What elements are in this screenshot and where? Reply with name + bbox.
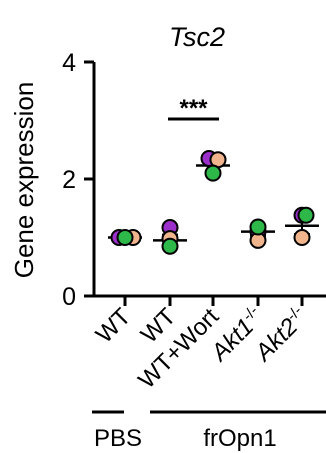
data-point xyxy=(293,229,311,246)
significance-annotations: *** xyxy=(168,95,219,122)
data-point xyxy=(249,218,267,236)
data-point xyxy=(204,164,222,182)
significance-label: *** xyxy=(179,95,208,122)
x-tick-label: WT xyxy=(91,303,137,349)
y-tick-label: 4 xyxy=(62,49,76,77)
group-label: PBS xyxy=(94,425,142,452)
data-point xyxy=(161,237,179,255)
y-tick-label: 0 xyxy=(62,283,76,311)
y-tick-label: 2 xyxy=(62,166,76,194)
data-point xyxy=(297,206,315,224)
data-points xyxy=(110,150,315,255)
group-brackets: PBS frOpn1 xyxy=(92,410,326,452)
chart-title: Tsc2 xyxy=(169,22,225,52)
data-point xyxy=(116,229,134,246)
group-label: frOpn1 xyxy=(203,425,276,452)
y-axis-label: Gene expression xyxy=(9,82,39,279)
y-ticks: 0 2 4 xyxy=(62,49,94,311)
